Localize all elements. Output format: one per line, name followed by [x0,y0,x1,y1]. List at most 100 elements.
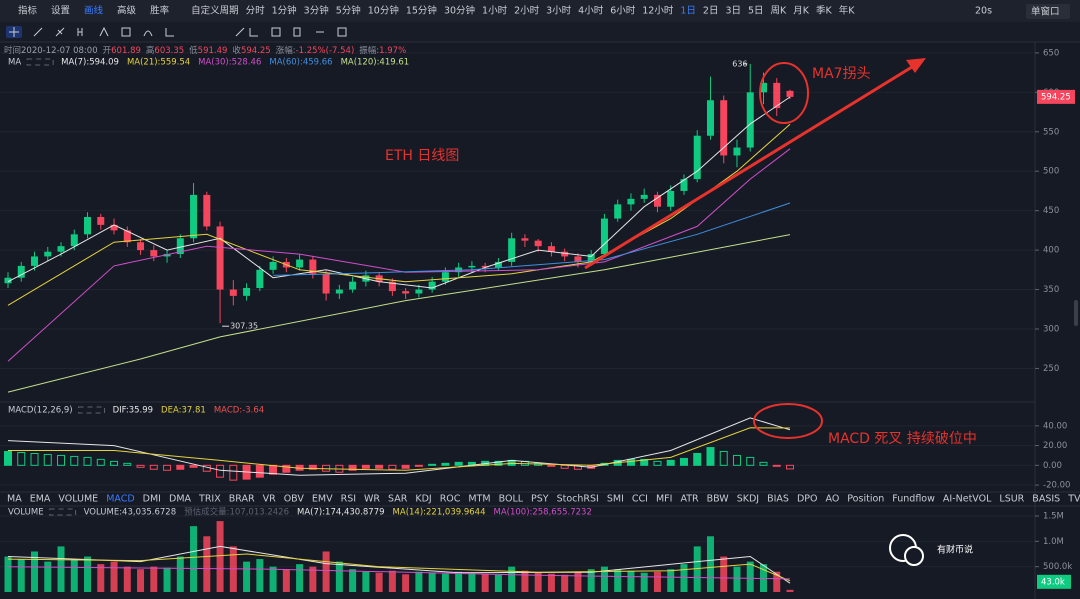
tool-icon[interactable] [55,27,65,37]
toolbar-button[interactable]: 设置 [51,6,70,17]
indicator-tab[interactable]: MA [7,494,22,505]
y-tick-label: 500 [1043,167,1059,177]
indicator-tab[interactable]: SAR [388,494,408,505]
indicator-tab[interactable]: PSY [531,494,549,505]
legend-item[interactable]: MA(7):174,430.8779 [297,508,385,518]
indicator-tab[interactable]: KDJ [415,494,431,505]
window-select[interactable] [1026,4,1070,19]
legend-item[interactable]: MA(120):419.61 [341,58,410,68]
tool-icon[interactable] [235,27,258,37]
indicator-tab[interactable]: LSUR [999,494,1024,505]
tool-icon[interactable] [9,27,19,37]
period-button[interactable]: 季K [816,5,833,17]
indicator-tab[interactable]: BASIS [1032,494,1060,505]
indicator-tab[interactable]: RSI [341,494,356,505]
period-button[interactable]: 10分钟 [368,5,399,17]
toolbar-button[interactable]: 高级 [117,5,137,17]
indicator-tab[interactable]: SMI [607,494,624,505]
indicator-tab[interactable]: AI-NetVOL [943,494,992,505]
indicator-tab[interactable]: DMI [143,494,161,505]
period-button[interactable]: 5分钟 [336,5,361,17]
tool-icon[interactable] [99,26,109,37]
legend-item[interactable]: MA(7):594.09 [61,58,119,68]
legend-item[interactable]: MA(60):459.66 [269,58,332,68]
period-button[interactable]: 3日 [725,6,741,17]
tool-icon[interactable] [271,27,347,37]
legend-item[interactable]: 预估成交量:107,013.2426 [184,507,289,518]
period-button[interactable]: 1小时 [482,5,508,17]
indicator-tab[interactable]: BBW [707,494,730,505]
annotation-macd: MACD 死叉 持续破位中 [828,430,977,447]
period-button[interactable]: 12小时 [642,5,674,17]
indicator-tab[interactable]: EMV [312,494,333,505]
indicator-line [273,202,791,276]
indicator-tab[interactable]: TVolume [1067,494,1080,505]
legend-item[interactable]: DIF:35.99 [113,406,153,416]
period-button[interactable]: 15分钟 [406,5,437,17]
scrollbar[interactable] [1074,300,1078,326]
period-button[interactable]: 月K [793,6,810,17]
indicator-tab[interactable]: EMA [30,494,51,505]
trend-arrow [584,65,913,270]
indicator-tab[interactable]: WR [364,494,380,505]
period-button[interactable]: 2小时 [514,5,540,17]
candle-body [256,269,264,288]
period-button[interactable]: 3小时 [546,5,572,17]
period-button[interactable]: 2日 [703,6,719,17]
macd-bar [547,464,556,467]
indicator-tab[interactable]: AO [825,494,839,505]
legend-item[interactable]: MA(100):258,655.7232 [494,508,592,518]
indicator-tab[interactable]: VR [263,494,276,505]
indicator-tab[interactable]: BOLL [499,494,524,505]
refresh-interval[interactable]: 20s [975,6,992,17]
y-tick-label: -20.00 [1043,481,1070,491]
indicator-tab[interactable]: CCI [632,494,648,505]
indicator-tab[interactable]: ATR [680,494,699,505]
tool-icon[interactable] [143,30,153,37]
indicator-tab[interactable]: OBV [284,494,305,505]
candle-body [561,251,569,257]
period-button[interactable]: 3分钟 [304,5,329,17]
candle-body [84,216,92,235]
indicator-tab[interactable]: MTM [468,494,490,505]
indicator-tab[interactable]: Fundflow [892,494,935,505]
legend-item[interactable]: MA(30):528.46 [198,58,261,68]
indicator-tab[interactable]: TRIX [198,494,221,505]
toolbar-button[interactable]: 指标 [18,5,38,17]
tool-icon[interactable] [77,28,83,36]
indicator-tab[interactable]: StochRSI [557,494,599,505]
indicator-tab[interactable]: ROC [440,494,461,505]
legend-item[interactable]: DEA:37.81 [161,406,206,416]
legend-item[interactable]: MA(21):559.54 [127,58,190,68]
window-select-label[interactable]: 单窗口 [1031,6,1060,18]
y-tick-label: 1.5M [1043,512,1064,522]
period-button[interactable]: 自定义周期 [191,5,239,17]
period-button[interactable]: 分时 [246,5,266,17]
indicator-tab[interactable]: MACD [106,494,134,505]
period-button[interactable]: 1日 [680,6,696,17]
period-button[interactable]: 30分钟 [444,5,475,17]
high-label: 636 [732,59,747,68]
toolbar-button[interactable]: 胜率 [150,5,170,17]
legend-item[interactable]: MACD:-3.64 [214,406,264,416]
period-button[interactable]: 5日 [748,6,764,17]
indicator-tab[interactable]: DMA [169,494,192,505]
period-button[interactable]: 1分钟 [272,5,297,17]
period-button[interactable]: 6小时 [610,5,636,17]
indicator-tab[interactable]: SKDJ [737,494,759,505]
toolbar-button[interactable]: 画线 [84,5,104,17]
indicator-tab[interactable]: DPO [797,494,818,505]
indicator-tab[interactable]: BIAS [767,494,789,505]
tool-icon[interactable] [33,27,43,37]
indicator-tab[interactable]: VOLUME [58,494,98,505]
period-button[interactable]: 4小时 [578,5,604,17]
period-button[interactable]: 周K [771,6,788,17]
legend-item[interactable]: VOLUME:43,035.6728 [84,508,177,518]
indicator-tab[interactable]: BRAR [229,494,255,505]
tool-icon[interactable] [165,28,174,37]
legend-item[interactable]: MA(14):221,039.9644 [393,508,486,518]
indicator-tab[interactable]: Position [847,494,884,505]
period-button[interactable]: 年K [839,5,856,17]
indicator-tab[interactable]: MFI [656,494,672,505]
tool-icon[interactable] [121,27,131,37]
